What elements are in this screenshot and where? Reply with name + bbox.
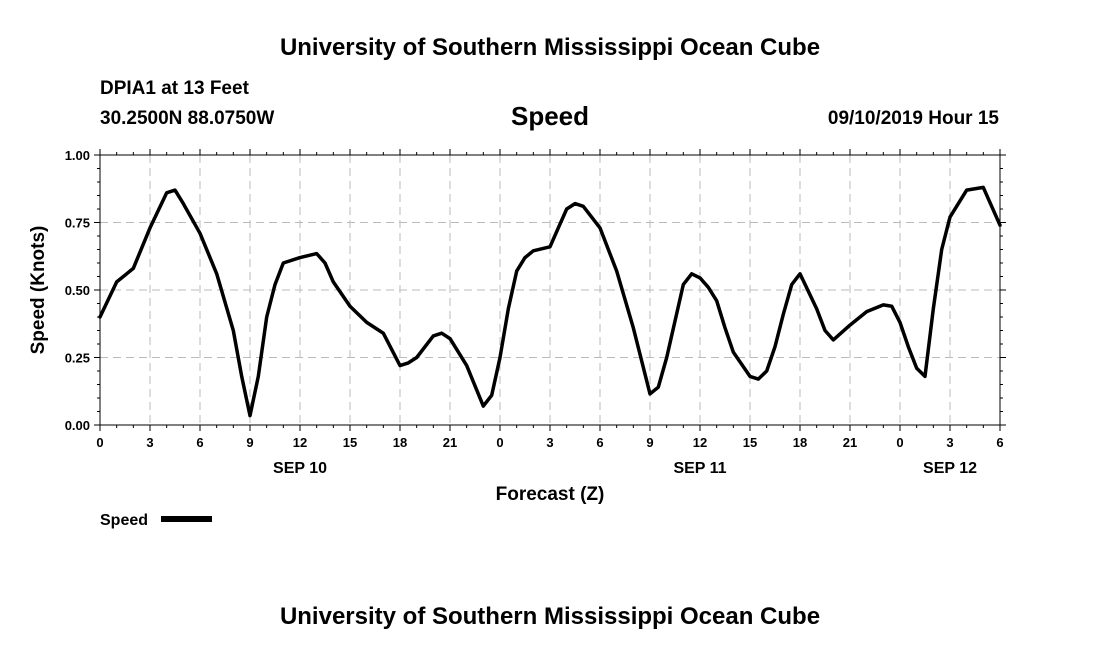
x-tick-label: 12 xyxy=(293,435,307,450)
station-label: DPIA1 at 13 Feet xyxy=(100,78,250,99)
plot-frame xyxy=(99,154,1001,426)
x-tick-label: 0 xyxy=(496,435,503,450)
x-axis-label: Forecast (Z) xyxy=(496,484,605,505)
location-label: 30.2500N 88.0750W xyxy=(100,108,274,129)
x-tick-label: 6 xyxy=(596,435,603,450)
speed-series-line xyxy=(98,185,1002,418)
x-tick-label: 0 xyxy=(896,435,903,450)
x-tick-label: 6 xyxy=(996,435,1003,450)
y-axis-label: Speed (Knots) xyxy=(28,226,49,355)
x-tick-label: 3 xyxy=(146,435,153,450)
tick-labels: 0 3 6 9 12 15 18 21 0 3 6 9 12 15 18 21 0 3 6 0.00 0.25 0.50 0… xyxy=(65,148,1004,477)
legend-swatch xyxy=(161,516,212,522)
x-tick-label: 18 xyxy=(793,435,807,450)
grid-lines xyxy=(100,155,1000,425)
y-tick-label: 1.00 xyxy=(65,148,90,163)
x-tick-label: 15 xyxy=(343,435,357,450)
legend-label: Speed xyxy=(100,512,148,529)
x-tick-label: 3 xyxy=(946,435,953,450)
y-tick-label: 0.75 xyxy=(65,216,90,231)
footer-title: University of Southern Mississippi Ocean… xyxy=(280,603,820,630)
x-tick-label: 6 xyxy=(196,435,203,450)
x-tick-label: 3 xyxy=(546,435,553,450)
chart-title: Speed xyxy=(511,101,589,131)
x-tick-label: 21 xyxy=(843,435,857,450)
y-tick-label: 0.25 xyxy=(65,351,90,366)
day-label: SEP 10 xyxy=(273,460,327,477)
x-tick-label: 21 xyxy=(443,435,457,450)
x-tick-label: 0 xyxy=(96,435,103,450)
day-label: SEP 11 xyxy=(673,460,726,477)
y-tick-label: 0.00 xyxy=(65,418,90,433)
datetime-label: 09/10/2019 Hour 15 xyxy=(828,108,1000,129)
x-tick-label: 18 xyxy=(393,435,407,450)
x-tick-label: 9 xyxy=(646,435,653,450)
header-title: University of Southern Mississippi Ocean… xyxy=(280,34,820,61)
day-label: SEP 12 xyxy=(923,460,977,477)
x-tick-label: 12 xyxy=(693,435,707,450)
x-tick-label: 15 xyxy=(743,435,757,450)
x-tick-label: 9 xyxy=(246,435,253,450)
y-tick-label: 0.50 xyxy=(65,283,90,298)
